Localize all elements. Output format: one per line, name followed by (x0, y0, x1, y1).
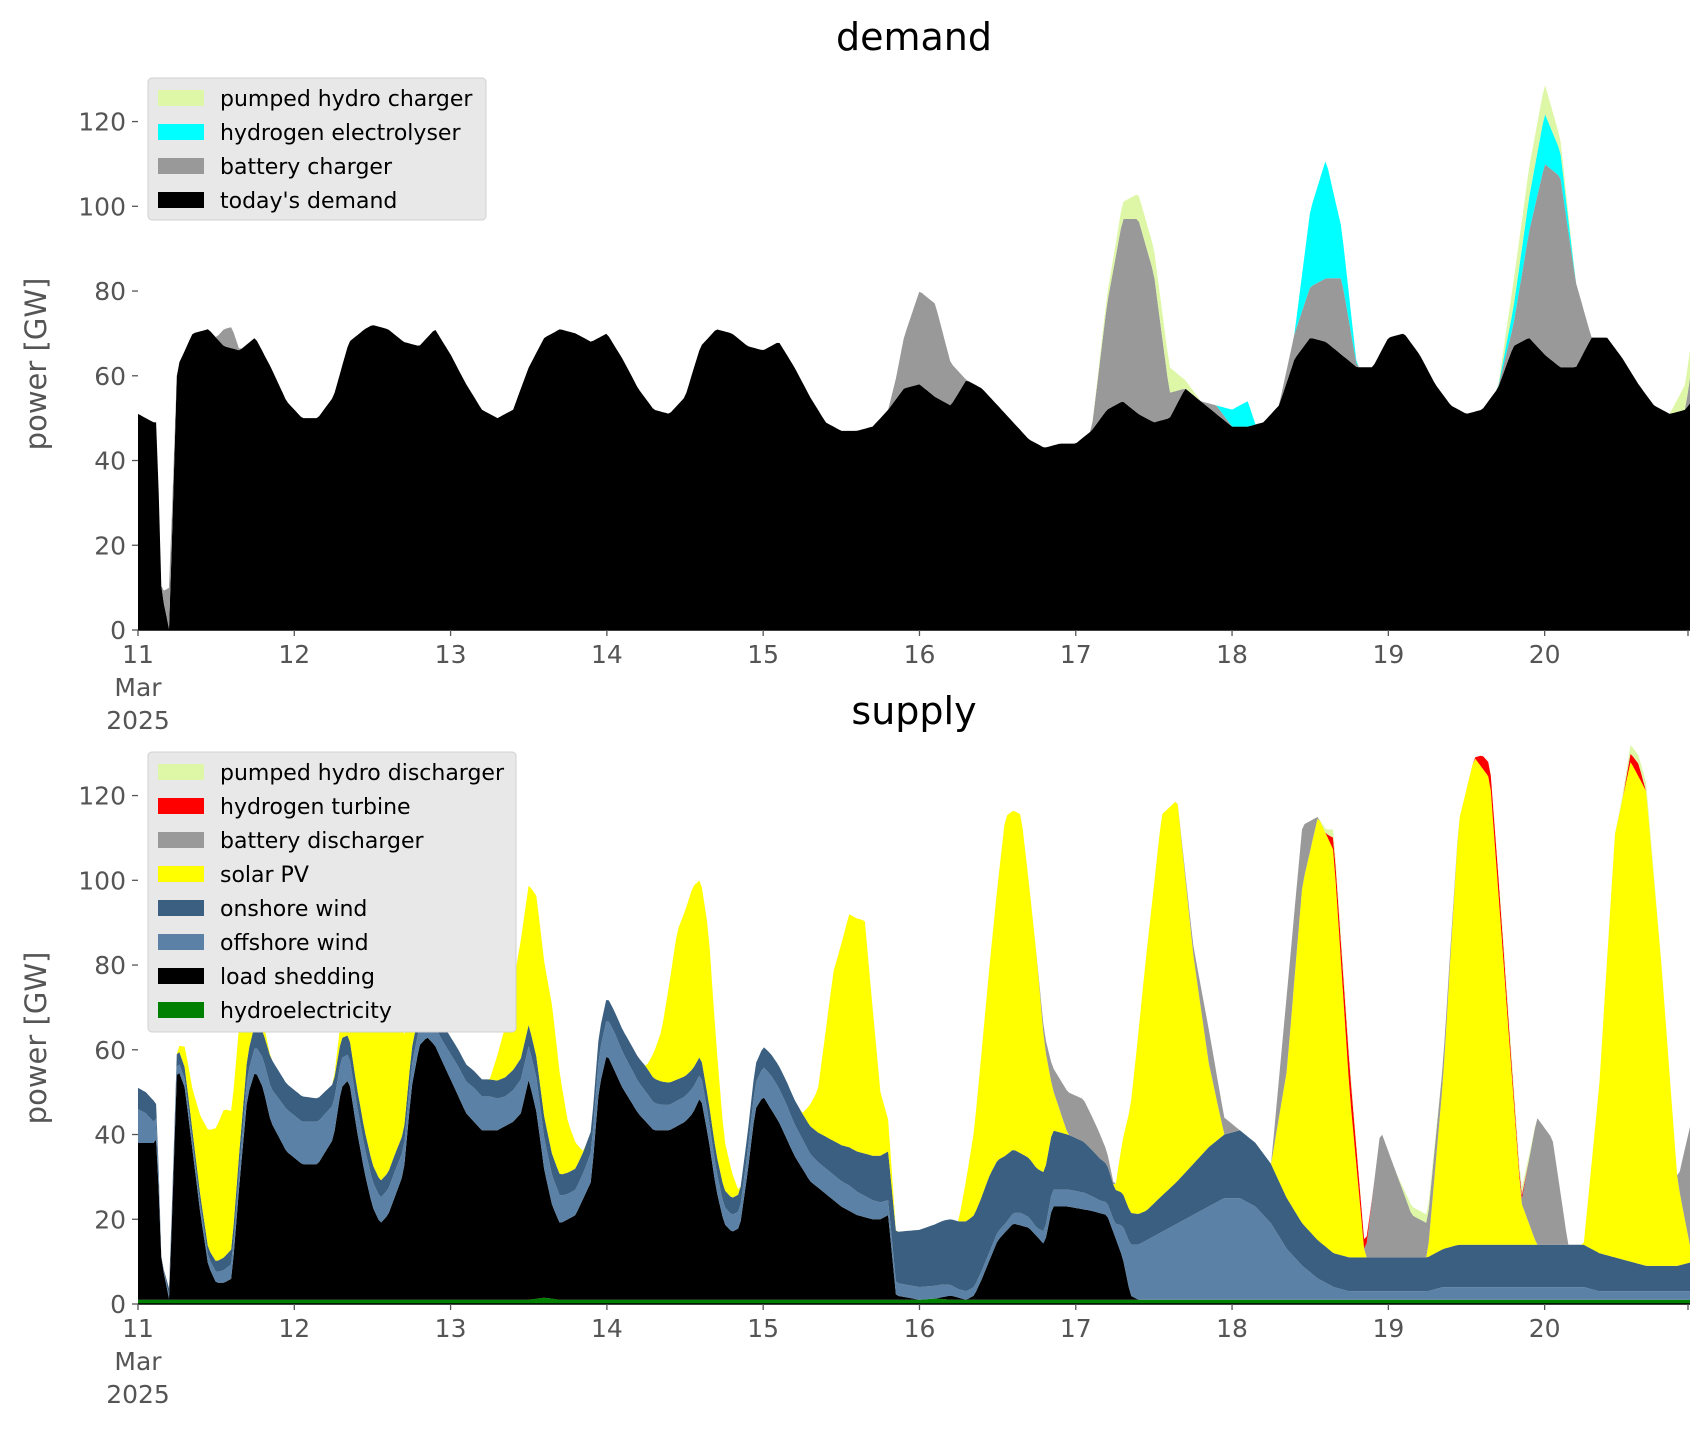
y-tick-label: 60 (94, 362, 126, 391)
legend-swatch (158, 124, 204, 140)
x-tick-label: 2025 (106, 1380, 170, 1409)
x-tick-label: 12 (278, 640, 310, 669)
series-area-offshore-wind (138, 1020, 1690, 1300)
x-tick-label: 14 (591, 640, 623, 669)
y-tick-label: 100 (78, 866, 126, 895)
plot-area (138, 745, 1690, 1304)
y-axis-label: power [GW] (19, 952, 53, 1125)
x-tick-label: Mar (114, 673, 162, 702)
legend-box (147, 77, 487, 221)
legend-swatch (158, 866, 204, 882)
x-tick-label: 19 (1372, 640, 1404, 669)
series-area-load-shedding (138, 1037, 1690, 1300)
legend-swatch (158, 798, 204, 814)
series-area-battery-discharger (138, 758, 1690, 1289)
x-tick-label: 13 (435, 640, 467, 669)
chart-panel-supply: supply power [GW] 0 20 40 60 80 100 120 11 Mar 2025… (19, 689, 1690, 1409)
legend: pumped hydro discharger hydrogen turbine b… (147, 751, 517, 1033)
series-area-today-s-demand (138, 325, 1690, 630)
legend-swatch (158, 832, 204, 848)
legend-swatch (158, 968, 204, 984)
legend-label: solar PV (220, 863, 309, 888)
legend-label: hydrogen turbine (220, 795, 411, 820)
legend-label: hydroelectricity (220, 999, 392, 1024)
y-tick-label: 40 (94, 1121, 126, 1150)
x-tick-label: 16 (904, 1314, 936, 1343)
legend-swatch (158, 900, 204, 916)
x-tick-label: 12 (278, 1314, 310, 1343)
legend-label: onshore wind (220, 897, 367, 922)
x-tick-label: 15 (747, 1314, 779, 1343)
x-tick-label: 14 (591, 1314, 623, 1343)
y-tick-label: 0 (110, 616, 126, 645)
chart-panel-demand: demand power [GW] 0 20 40 60 80 100 120 11 Mar 2025… (19, 15, 1690, 735)
legend-label: offshore wind (220, 931, 369, 956)
y-tick-label: 80 (94, 951, 126, 980)
y-tick-label: 120 (78, 108, 126, 137)
y-tick-label: 80 (94, 277, 126, 306)
legend-label: pumped hydro discharger (220, 761, 505, 786)
y-tick-label: 0 (110, 1290, 126, 1319)
legend-label: battery discharger (220, 829, 425, 854)
x-tick-label: 11 (122, 640, 154, 669)
legend-label: pumped hydro charger (220, 87, 473, 112)
x-tick-label: 18 (1216, 640, 1248, 669)
legend-swatch (158, 90, 204, 106)
x-tick-label: 18 (1216, 1314, 1248, 1343)
x-tick-label: 11 (122, 1314, 154, 1343)
series-area-hydroelectricity (138, 1297, 1690, 1304)
x-tick-label: 17 (1060, 640, 1092, 669)
y-tick-label: 40 (94, 447, 126, 476)
y-tick-label: 120 (78, 782, 126, 811)
legend-swatch (158, 1002, 204, 1018)
x-tick-label: 2025 (106, 706, 170, 735)
legend-swatch (158, 192, 204, 208)
plot-area (138, 85, 1690, 630)
y-axis-label: power [GW] (19, 278, 53, 451)
legend-label: hydrogen electrolyser (220, 121, 461, 146)
chart-title: demand (836, 15, 992, 59)
series-area-onshore-wind (138, 1000, 1690, 1295)
legend-label: today's demand (220, 189, 397, 214)
y-tick-label: 60 (94, 1036, 126, 1065)
chart-title: supply (851, 689, 976, 733)
legend-box (147, 751, 517, 1033)
series-area-solar-pv (138, 758, 1690, 1289)
legend-swatch (158, 158, 204, 174)
legend-swatch (158, 764, 204, 780)
x-tick-label: 16 (904, 640, 936, 669)
x-tick-label: 15 (747, 640, 779, 669)
x-tick-label: 20 (1529, 640, 1561, 669)
x-tick-label: 13 (435, 1314, 467, 1343)
y-tick-label: 100 (78, 192, 126, 221)
legend-label: load shedding (220, 965, 375, 990)
x-tick-label: Mar (114, 1347, 162, 1376)
y-tick-label: 20 (94, 531, 126, 560)
y-tick-label: 20 (94, 1205, 126, 1234)
legend-label: battery charger (220, 155, 393, 180)
legend: pumped hydro charger hydrogen electrolyse… (147, 77, 487, 221)
x-tick-label: 19 (1372, 1314, 1404, 1343)
x-tick-label: 20 (1529, 1314, 1561, 1343)
legend-swatch (158, 934, 204, 950)
series-area-battery-charger (138, 164, 1690, 629)
x-tick-label: 17 (1060, 1314, 1092, 1343)
